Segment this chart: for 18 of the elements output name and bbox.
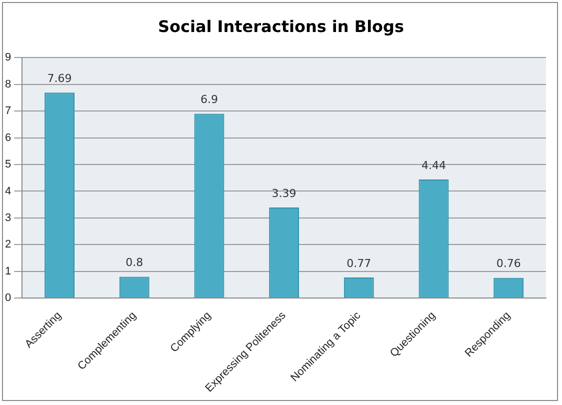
data-label: 6.9	[200, 93, 218, 106]
data-label: 0.77	[346, 256, 372, 270]
data-label: 0.76	[496, 257, 521, 270]
data-label: 0.8	[126, 256, 144, 270]
data-label: 4.44	[421, 158, 446, 172]
y-tick-label: 2	[4, 238, 12, 251]
y-tick-label: 8	[4, 78, 12, 90]
y-tick-label: 3	[4, 212, 12, 224]
data-label: 3.39	[272, 186, 296, 200]
y-tick-label: 1	[4, 265, 12, 278]
y-tick-label: 6	[4, 132, 12, 144]
y-tick-label: 7	[4, 105, 12, 118]
y-tick-label: 4	[4, 185, 12, 198]
y-tick-label: 9	[4, 52, 12, 64]
y-tick-label: 5	[4, 158, 12, 171]
data-label: 7.69	[47, 72, 72, 85]
y-tick-label: 0	[4, 292, 12, 304]
chart-title: Social Interactions in Blogs	[156, 17, 406, 36]
